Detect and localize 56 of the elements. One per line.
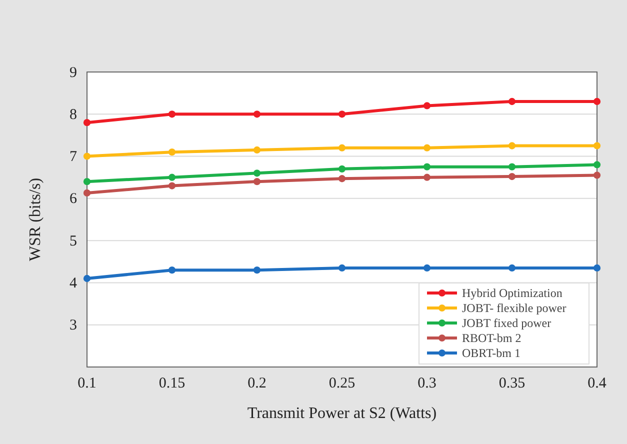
point [83,119,91,126]
point [338,264,346,272]
x-tick-label: 0.1 [78,376,96,392]
point [508,264,516,272]
point [253,178,261,186]
point [423,264,431,272]
x-tick-label: 0.35 [498,376,526,392]
point [253,170,261,177]
point [83,274,91,282]
point [423,102,431,110]
x-tick-label: 0.25 [328,376,356,392]
point [338,175,346,182]
y-tick-label: 9 [70,64,77,81]
x-tick-label: 0.4 [588,376,607,392]
y-axis-title: WSR (bits/s) [27,178,44,262]
point [168,182,176,190]
point [168,148,176,156]
legend-label: Hybrid Optimization [462,286,562,300]
point [168,110,176,118]
point [338,110,346,118]
point [593,264,601,272]
point [338,165,346,172]
point [593,161,601,168]
point [83,152,91,160]
point [593,98,601,106]
point [253,110,261,118]
point [423,163,431,170]
y-tick-label: 8 [70,106,77,123]
point [168,266,176,274]
point [508,142,516,150]
y-tick-label: 7 [70,149,78,166]
y-tick-label: 5 [70,233,77,250]
point [83,189,91,197]
x-tick-label: 0.3 [418,376,436,392]
legend-label: RBOT-bm 2 [462,331,522,345]
point [593,142,601,150]
y-tick-label: 4 [70,276,78,292]
y-tick-label: 6 [70,191,78,208]
x-tick-label: 0.2 [248,376,266,392]
x-tick-label: 0.15 [158,376,186,392]
x-axis-title: Transmit Power at S2 (Watts) [247,405,437,422]
point [508,98,516,106]
point [423,144,431,152]
legend-label: JOBT fixed power [462,316,552,330]
point [423,174,431,181]
point [83,178,91,186]
point [253,146,261,154]
point [508,163,516,170]
legend-label: OBRT-bm 1 [462,346,521,360]
point [338,144,346,152]
legend-label: JOBT- flexible power [462,301,566,315]
point [593,172,601,179]
point [253,266,261,274]
point [508,172,516,180]
y-tick-label: 3 [70,318,77,334]
point [168,174,176,181]
